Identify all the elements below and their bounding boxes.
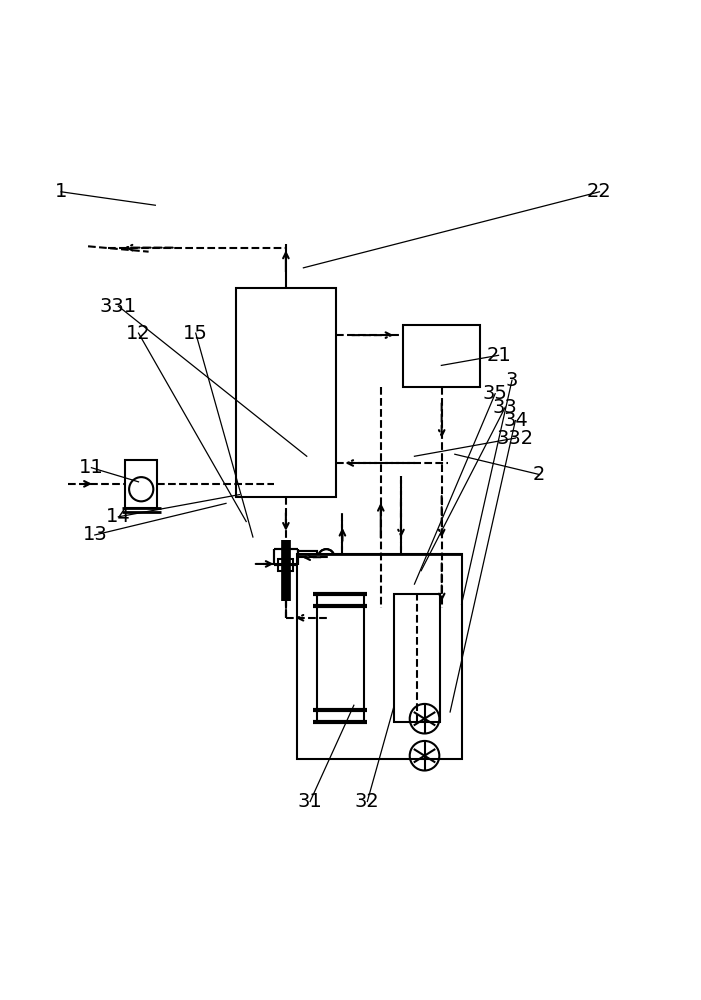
Bar (298, 551, 317, 563)
Text: 1: 1 (55, 182, 67, 201)
Text: 32: 32 (355, 792, 380, 811)
Bar (298, 551, 317, 563)
Text: 3: 3 (506, 371, 518, 390)
Bar (297, 554, 461, 759)
Text: 331: 331 (100, 297, 137, 316)
Bar (278, 559, 292, 571)
Text: 13: 13 (83, 525, 107, 544)
Text: 33: 33 (493, 398, 517, 417)
Text: 14: 14 (106, 507, 130, 526)
Text: 12: 12 (126, 324, 151, 343)
Text: 332: 332 (497, 429, 534, 448)
Text: 34: 34 (503, 411, 528, 430)
Text: 11: 11 (79, 458, 104, 477)
Text: 2: 2 (533, 465, 545, 484)
Bar (394, 594, 440, 722)
Text: 15: 15 (183, 324, 208, 343)
Text: 35: 35 (483, 384, 508, 403)
Bar (125, 460, 157, 508)
Text: 22: 22 (587, 182, 612, 201)
Bar (403, 325, 480, 387)
Text: 21: 21 (486, 346, 511, 365)
Bar (317, 594, 364, 722)
Bar (236, 288, 336, 497)
Text: 31: 31 (298, 792, 322, 811)
